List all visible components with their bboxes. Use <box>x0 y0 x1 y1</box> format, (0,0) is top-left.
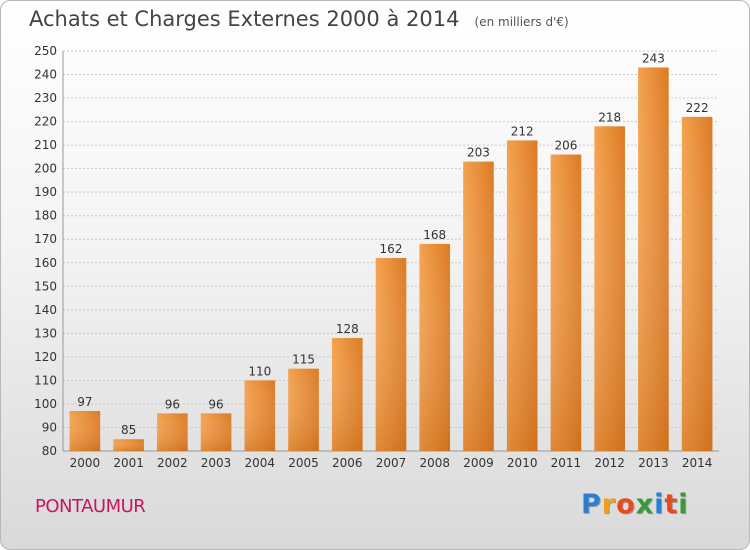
data-label-2000: 97 <box>77 395 92 409</box>
chart-title: Achats et Charges Externes 2000 à 2014 <box>29 7 460 31</box>
data-label-2014: 222 <box>686 101 709 115</box>
bar-shade-2006 <box>331 338 363 451</box>
bar-shade-2011 <box>550 154 582 451</box>
data-label-2005: 115 <box>292 353 315 367</box>
data-label-2009: 203 <box>467 146 490 160</box>
x-tick-label-2009: 2009 <box>463 456 494 470</box>
y-tick-label: 110 <box>34 373 57 387</box>
brand-letter: t <box>664 489 679 520</box>
brand-letter: x <box>635 489 655 520</box>
data-label-2013: 243 <box>642 51 665 65</box>
bar-shade-2009 <box>463 161 494 451</box>
y-tick-label: 210 <box>34 138 57 152</box>
x-tick-label-2000: 2000 <box>70 456 101 470</box>
x-tick-label-2013: 2013 <box>638 456 669 470</box>
data-label-2006: 128 <box>336 322 359 336</box>
brand-letter: i <box>654 489 665 520</box>
brand-letter: P <box>581 489 602 520</box>
x-tick-label-2010: 2010 <box>507 456 538 470</box>
x-tick-label-2012: 2012 <box>594 456 625 470</box>
y-tick-labels: 80 90 100 110 120 130 140 150 160 170 180 190 200 210… <box>34 44 57 458</box>
bar-shade-2014 <box>681 116 713 451</box>
y-tick-label: 220 <box>34 115 57 129</box>
x-tick-label-2008: 2008 <box>419 456 450 470</box>
bar-shade-2002 <box>157 413 188 451</box>
y-tick-label: 160 <box>34 256 57 270</box>
brand-letter: i <box>678 489 689 520</box>
x-tick-label-2002: 2002 <box>157 456 188 470</box>
brand-logo: Proxiti <box>581 489 689 520</box>
x-tick-label-2003: 2003 <box>201 456 232 470</box>
bar-shade-2004 <box>244 380 276 451</box>
brand-letter: r <box>601 489 617 520</box>
data-label-2008: 168 <box>423 228 446 242</box>
chart-unit-label: (en milliers d'€) <box>474 15 569 29</box>
y-tick-label: 250 <box>34 44 57 58</box>
y-tick-label: 150 <box>34 279 57 293</box>
y-tick-label: 240 <box>34 68 57 82</box>
y-tick-label: 200 <box>34 162 57 176</box>
bar-shade-2010 <box>506 140 538 452</box>
y-tick-label: 190 <box>34 185 57 199</box>
bar-shade-2013 <box>638 67 669 452</box>
data-label-2012: 218 <box>598 110 621 124</box>
data-labels: 97 85 96 96 110 115 128 162 168 203 212 206 218 243 22… <box>77 51 708 437</box>
brand-letter: o <box>616 489 636 520</box>
y-tick-label: 230 <box>34 91 57 105</box>
bars-layer <box>69 67 713 452</box>
y-tick-label: 90 <box>42 420 57 434</box>
bar-shade-2005 <box>288 368 319 451</box>
bar-shade-2007 <box>375 258 407 451</box>
x-tick-label-2007: 2007 <box>376 456 407 470</box>
data-label-2004: 110 <box>248 364 271 378</box>
y-tick-label: 140 <box>34 303 57 317</box>
data-label-2001: 85 <box>121 423 136 437</box>
y-tick-label: 100 <box>34 397 57 411</box>
bar-shade-2001 <box>113 439 144 451</box>
data-label-2010: 212 <box>511 124 534 138</box>
y-tick-label: 170 <box>34 232 57 246</box>
place-name: PONTAUMUR <box>35 496 146 517</box>
x-tick-label-2006: 2006 <box>332 456 363 470</box>
data-label-2003: 96 <box>208 397 223 411</box>
x-tick-labels: 2000 2001 2002 2003 2004 2005 2006 2007 2008 2009… <box>70 456 713 470</box>
x-tick-label-2011: 2011 <box>551 456 582 470</box>
bar-shade-2008 <box>419 243 451 451</box>
data-label-2011: 206 <box>554 139 577 153</box>
x-tick-label-2004: 2004 <box>245 456 276 470</box>
title-block: Achats et Charges Externes 2000 à 2014 (… <box>29 7 569 31</box>
x-tick-label-2001: 2001 <box>113 456 144 470</box>
y-tick-label: 80 <box>42 444 57 458</box>
y-tick-label: 180 <box>34 209 57 223</box>
bar-shade-2000 <box>69 411 101 451</box>
data-label-2002: 96 <box>165 397 180 411</box>
bar-shade-2012 <box>594 126 625 451</box>
x-tick-label-2005: 2005 <box>288 456 319 470</box>
x-tick-label-2014: 2014 <box>682 456 713 470</box>
y-tick-label: 130 <box>34 326 57 340</box>
y-tick-label: 120 <box>34 350 57 364</box>
data-label-2007: 162 <box>380 242 403 256</box>
bar-shade-2003 <box>200 413 232 451</box>
